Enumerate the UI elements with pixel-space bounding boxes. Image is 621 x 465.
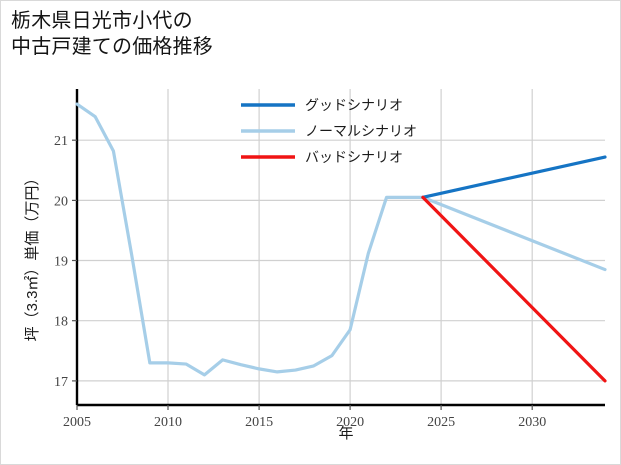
y-tick-label: 19	[54, 255, 68, 270]
y-tick-label: 20	[54, 194, 68, 209]
x-tick-label: 2010	[154, 415, 182, 430]
x-axis-ticks: 2005 2010 2015 2020 2025 2030	[63, 405, 546, 430]
x-tick-label: 2030	[518, 415, 546, 430]
page-title: 栃木県日光市小代の 中古戸建ての価格推移	[11, 10, 213, 58]
y-tick-label: 21	[54, 134, 68, 149]
series-line-バッドシナリオ	[421, 195, 607, 383]
axis-lines	[75, 89, 605, 407]
legend-label-バッドシナリオ: バッドシナリオ	[305, 149, 403, 165]
series-line-グッドシナリオ	[421, 155, 607, 199]
x-tick-label: 2025	[427, 415, 455, 430]
gridlines	[76, 89, 605, 405]
y-tick-label: 18	[54, 315, 68, 330]
x-axis-title: 年	[338, 425, 353, 442]
x-tick-label: 2015	[245, 415, 273, 430]
x-tick-label: 2005	[63, 415, 91, 430]
data-series	[75, 102, 607, 383]
x-tick-label: 2020	[336, 415, 364, 430]
y-tick-label: 17	[54, 375, 68, 390]
y-axis-title: 坪（3.3㎡）単価（万円）	[24, 171, 41, 342]
legend-label-ノーマルシナリオ: ノーマルシナリオ	[305, 123, 417, 139]
series-line-ノーマルシナリオ	[75, 102, 607, 377]
y-axis-ticks: 17 18 19 20 21	[54, 134, 77, 390]
legend-label-グッドシナリオ: グッドシナリオ	[305, 97, 403, 113]
